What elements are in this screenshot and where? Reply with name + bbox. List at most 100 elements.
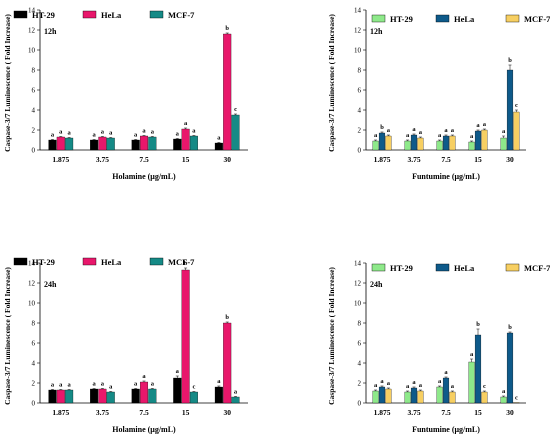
bar-ht-29 bbox=[214, 142, 223, 151]
x-tick-label: 30 bbox=[223, 408, 231, 417]
legend-label-ht-29: HT-29 bbox=[32, 10, 55, 20]
y-tick-label: 2 bbox=[358, 127, 362, 135]
significance-letter: b bbox=[508, 324, 512, 331]
significance-letter: a bbox=[470, 133, 474, 140]
x-tick-label: 7.5 bbox=[139, 408, 149, 417]
bar-ht-29 bbox=[48, 139, 57, 151]
y-tick-label: 8 bbox=[32, 67, 36, 75]
x-tick-label: 7.5 bbox=[441, 155, 451, 164]
bar-ht-29 bbox=[468, 141, 475, 151]
bar-mcf-7 bbox=[106, 391, 115, 404]
significance-letter: a bbox=[412, 379, 416, 386]
significance-letter: a bbox=[67, 130, 71, 137]
significance-letter: a bbox=[134, 132, 138, 139]
bar-mcf-7 bbox=[148, 136, 157, 151]
bar-ht-29 bbox=[48, 389, 57, 404]
bar-hela bbox=[139, 135, 149, 151]
y-tick-label: 10 bbox=[354, 300, 362, 308]
y-tick-label: 14 bbox=[354, 260, 362, 268]
bar-mcf-7 bbox=[189, 135, 198, 151]
x-tick-label: 3.75 bbox=[96, 155, 109, 164]
bar-ht-29 bbox=[90, 388, 99, 404]
chart-panel-3: HT-29 HeLa MCF-7 Caspase-3/7 Luminescence (… bbox=[3, 257, 248, 434]
legend-label-ht-29: HT-29 bbox=[390, 14, 413, 24]
chart-panel-1: HT-29 HeLa MCF-7 Caspase-3/7 Luminescence (… bbox=[3, 7, 248, 181]
legend-label-hela: HeLa bbox=[454, 263, 475, 273]
x-tick-label: 30 bbox=[506, 155, 514, 164]
y-tick-label: 0 bbox=[32, 400, 36, 408]
bar-hela bbox=[378, 386, 386, 404]
y-tick-label: 2 bbox=[358, 380, 362, 388]
y-tick-label: 4 bbox=[358, 360, 362, 368]
y-tick-label: 4 bbox=[32, 360, 36, 368]
bar-ht-29 bbox=[468, 361, 475, 404]
y-tick-label: 14 bbox=[28, 7, 36, 15]
y-tick-label: 8 bbox=[32, 320, 36, 328]
significance-letter: a bbox=[142, 373, 146, 380]
bar-mcf-7 bbox=[106, 137, 115, 151]
x-axis-label: Funtumine (μg/mL) bbox=[412, 172, 480, 181]
bar-mcf-7 bbox=[189, 391, 198, 404]
significance-letter: a bbox=[412, 126, 416, 133]
significance-letter: a bbox=[151, 129, 155, 136]
bar-ht-29 bbox=[436, 386, 443, 404]
bar-mcf-7 bbox=[65, 137, 74, 151]
bar-hela bbox=[223, 33, 232, 151]
legend-label-hela: HeLa bbox=[454, 14, 475, 24]
significance-letter: a bbox=[101, 129, 105, 136]
legend-label-ht-29: HT-29 bbox=[32, 257, 55, 267]
significance-letter: a bbox=[444, 369, 448, 376]
legend-swatch-mcf-7 bbox=[149, 10, 164, 19]
significance-letter: a bbox=[406, 132, 410, 139]
significance-letter: a bbox=[217, 378, 221, 385]
x-axis-label: Funtumine (μg/mL) bbox=[412, 425, 480, 434]
legend-swatch-mcf-7 bbox=[149, 257, 164, 266]
legend-swatch-ht-29 bbox=[13, 10, 28, 19]
bar-ht-29 bbox=[404, 391, 411, 404]
panel-time-label: 24h bbox=[44, 280, 57, 289]
y-tick-label: 12 bbox=[354, 27, 362, 35]
significance-letter: c bbox=[234, 106, 237, 113]
legend-swatch-hela bbox=[435, 14, 450, 23]
significance-letter: a bbox=[451, 127, 455, 134]
significance-letter: a bbox=[59, 382, 63, 389]
chart-panel-4: HT-29 HeLa MCF-7 Caspase-3/7 Luminescence (… bbox=[327, 260, 550, 435]
bar-mcf-7 bbox=[481, 129, 488, 151]
bar-hela bbox=[442, 135, 450, 151]
x-tick-label: 30 bbox=[506, 408, 514, 417]
chart-panel-2: HT-29 HeLa MCF-7 Caspase-3/7 Luminescence (… bbox=[327, 7, 550, 182]
bar-ht-29 bbox=[500, 396, 507, 404]
panel-time-label: 24h bbox=[370, 280, 383, 289]
legend-swatch-hela bbox=[82, 257, 97, 266]
y-tick-label: 12 bbox=[28, 280, 36, 288]
significance-letter: b bbox=[225, 314, 229, 321]
significance-letter: a bbox=[151, 381, 155, 388]
x-tick-label: 30 bbox=[223, 155, 231, 164]
bar-hela bbox=[442, 377, 450, 404]
y-tick-label: 6 bbox=[32, 340, 36, 348]
bar-ht-29 bbox=[500, 137, 507, 151]
x-tick-label: 1.875 bbox=[52, 155, 69, 164]
bar-ht-29 bbox=[173, 138, 182, 151]
significance-letter: a bbox=[374, 132, 378, 139]
significance-letter: a bbox=[192, 128, 196, 135]
significance-letter: c bbox=[515, 102, 518, 109]
y-axis-label: Caspase-3/7 Luminescence ( Fold Increase… bbox=[327, 267, 336, 405]
y-tick-label: 10 bbox=[28, 47, 36, 55]
y-tick-label: 0 bbox=[32, 147, 36, 155]
bar-hela bbox=[410, 134, 418, 151]
y-tick-label: 4 bbox=[32, 107, 36, 115]
significance-letter: a bbox=[142, 128, 146, 135]
bar-mcf-7 bbox=[385, 135, 392, 151]
bar-mcf-7 bbox=[385, 388, 392, 404]
legend-label-hela: HeLa bbox=[101, 10, 122, 20]
bar-ht-29 bbox=[372, 390, 379, 404]
bar-mcf-7 bbox=[513, 111, 520, 151]
y-axis-label: Caspase-3/7 Luminescence ( Fold Increase… bbox=[3, 14, 12, 152]
legend-swatch-hela bbox=[435, 263, 450, 272]
bar-hela bbox=[474, 334, 482, 404]
significance-letter: a bbox=[59, 129, 63, 136]
y-tick-label: 8 bbox=[358, 67, 362, 75]
significance-letter: a bbox=[387, 127, 391, 134]
significance-letter: a bbox=[451, 383, 455, 390]
